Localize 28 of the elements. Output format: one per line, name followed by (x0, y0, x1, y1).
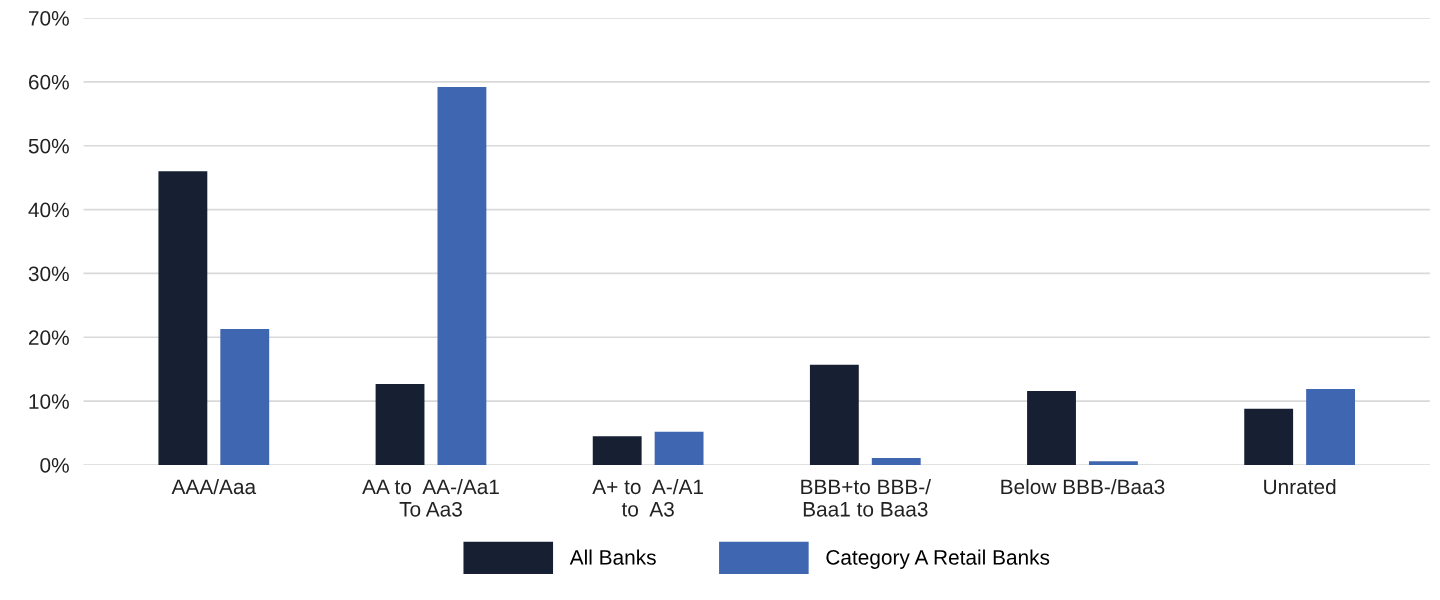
bar (158, 171, 208, 465)
x-tick-label: A+ to A-/A1 to A3 (592, 478, 703, 517)
bar (592, 436, 642, 465)
y-tick-label: 40% (28, 202, 69, 218)
legend-label: All Banks (569, 549, 656, 565)
y-tick-label: 70% (29, 11, 69, 26)
y-tick-label: 60% (28, 74, 69, 90)
legend-label: Category A Retail Banks (826, 549, 1050, 569)
y-tick-label: 30% (28, 266, 69, 282)
bar (809, 364, 859, 465)
y-tick-label: 50% (28, 138, 69, 154)
x-tick-label: Unrated (1264, 478, 1336, 495)
bar (437, 86, 487, 465)
bar (375, 383, 425, 465)
bar (1244, 408, 1294, 465)
bar (654, 431, 704, 465)
bar (871, 457, 921, 465)
y-tick-label: 0% (40, 458, 69, 473)
x-tick-label: AAA/Aaa (171, 478, 257, 495)
x-tick-label: AA to AA-/Aa1 To Aa3 (362, 478, 499, 517)
y-tick-label: 10% (29, 394, 69, 409)
x-tick-label: BBB+to BBB-/ Baa1 to Baa3 (801, 478, 932, 517)
bar (1027, 390, 1076, 465)
bar (1088, 461, 1138, 465)
x-tick-label: Below BBB-/Baa3 (1001, 478, 1165, 495)
bar (220, 328, 270, 465)
y-tick-label: 20% (28, 330, 69, 346)
bar (1306, 389, 1355, 465)
